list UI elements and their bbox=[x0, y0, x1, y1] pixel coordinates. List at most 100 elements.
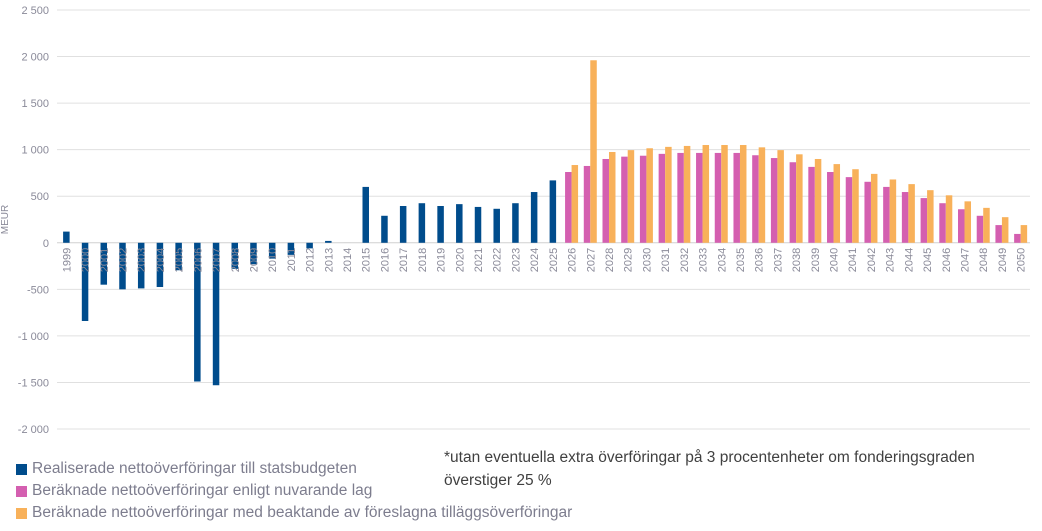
x-tick-label: 2030 bbox=[641, 248, 653, 272]
bar-proposed-2034 bbox=[721, 145, 728, 243]
y-tick-label: -1 000 bbox=[18, 331, 49, 343]
y-tick-label: 1 000 bbox=[21, 145, 49, 157]
bar-realized-2020 bbox=[456, 204, 463, 243]
bar-current-law-2048 bbox=[976, 215, 984, 243]
bar-realized-1999 bbox=[63, 231, 70, 243]
bar-current-law-2035 bbox=[733, 152, 740, 243]
x-tick-label: 2007 bbox=[211, 248, 223, 272]
bar-realized-2001 bbox=[100, 242, 108, 285]
x-tick-label: 2025 bbox=[548, 248, 560, 272]
bar-current-law-2032 bbox=[677, 152, 684, 243]
x-tick-label: 2024 bbox=[529, 248, 541, 272]
y-tick-label: 2 500 bbox=[21, 5, 49, 17]
bar-realized-2025 bbox=[549, 180, 557, 243]
bar-proposed-2046 bbox=[945, 195, 953, 243]
bar-proposed-2027 bbox=[590, 60, 597, 243]
legend-swatch-proposed bbox=[16, 507, 27, 519]
x-tick-label: 2005 bbox=[174, 248, 186, 272]
x-tick-label: 2032 bbox=[679, 248, 691, 272]
bar-realized-2007 bbox=[212, 242, 220, 386]
bar-proposed-2026 bbox=[571, 165, 579, 243]
x-tick-label: 2004 bbox=[155, 248, 167, 272]
bar-proposed-2035 bbox=[739, 145, 747, 243]
bar-proposed-2033 bbox=[702, 145, 710, 243]
bar-realized-2013 bbox=[325, 240, 332, 243]
y-tick-label: 500 bbox=[31, 191, 49, 203]
x-tick-label: 2029 bbox=[623, 248, 635, 272]
bar-current-law-2030 bbox=[639, 155, 647, 243]
x-tick-label: 2016 bbox=[379, 248, 391, 272]
x-tick-label: 2034 bbox=[716, 248, 728, 272]
bar-realized-2023 bbox=[512, 203, 519, 243]
bar-current-law-2042 bbox=[864, 181, 871, 243]
bar-current-law-2038 bbox=[789, 162, 797, 243]
footnote: *utan eventuella extra överföringar på 3… bbox=[444, 446, 1040, 492]
x-tick-label: 2047 bbox=[960, 248, 972, 272]
x-tick-label: 2008 bbox=[230, 248, 242, 272]
bar-current-law-2027 bbox=[583, 165, 591, 243]
x-tick-label: 2045 bbox=[922, 248, 934, 272]
legend-item-current-law: Beräknade nettoöverföringar enligt nuvar… bbox=[16, 480, 572, 502]
bar-realized-2008 bbox=[231, 242, 239, 269]
bar-proposed-2041 bbox=[852, 169, 859, 243]
y-tick-label: 0 bbox=[43, 238, 49, 250]
bar-proposed-2031 bbox=[665, 146, 672, 243]
bar-proposed-2039 bbox=[814, 158, 822, 243]
x-tick-label: 2035 bbox=[735, 248, 747, 272]
x-tick-label: 2014 bbox=[342, 248, 354, 272]
x-tick-label: 2012 bbox=[305, 248, 317, 272]
bar-current-law-2044 bbox=[901, 192, 909, 243]
bar-current-law-2050 bbox=[1014, 233, 1021, 243]
x-tick-label: 2027 bbox=[585, 248, 597, 272]
legend-label-current-law: Beräknade nettoöverföringar enligt nuvar… bbox=[32, 482, 373, 499]
x-tick-label: 2038 bbox=[791, 248, 803, 272]
bar-proposed-2042 bbox=[870, 173, 878, 243]
x-tick-label: 2046 bbox=[941, 248, 953, 272]
x-tick-label: 1999 bbox=[61, 248, 73, 272]
x-tick-label: 2044 bbox=[903, 248, 915, 272]
bar-current-law-2046 bbox=[939, 203, 946, 243]
bar-proposed-2038 bbox=[796, 154, 803, 243]
bar-current-law-2041 bbox=[845, 177, 853, 243]
x-tick-label: 2039 bbox=[810, 248, 822, 272]
y-tick-label: 1 500 bbox=[21, 98, 49, 110]
x-tick-label: 2013 bbox=[323, 248, 335, 272]
bar-proposed-2044 bbox=[908, 184, 915, 243]
bar-proposed-2048 bbox=[983, 207, 990, 243]
legend-item-proposed: Beräknade nettoöverföringar med beaktand… bbox=[16, 502, 572, 524]
bar-proposed-2040 bbox=[833, 164, 841, 243]
y-axis-ticks: 2 500 2 000 1 500 1 000 500 0 -500 -1 000 -1 500… bbox=[18, 5, 49, 436]
bar-current-law-2033 bbox=[696, 152, 703, 243]
bar-realized-2012 bbox=[306, 242, 313, 249]
bar-current-law-2045 bbox=[920, 198, 928, 243]
bar-current-law-2029 bbox=[621, 156, 628, 243]
x-tick-label: 2028 bbox=[604, 248, 616, 272]
bar-current-law-2049 bbox=[995, 225, 1002, 243]
x-tick-label: 2031 bbox=[660, 248, 672, 272]
bar-current-law-2040 bbox=[827, 172, 834, 243]
x-tick-label: 2037 bbox=[772, 248, 784, 272]
legend-label-proposed: Beräknade nettoöverföringar med beaktand… bbox=[32, 504, 573, 521]
bar-proposed-2045 bbox=[927, 190, 934, 243]
x-tick-label: 2050 bbox=[1016, 248, 1028, 272]
bar-realized-2010 bbox=[268, 242, 276, 259]
bar-realized-2022 bbox=[493, 208, 500, 243]
legend-swatch-realized bbox=[16, 463, 27, 475]
bar-proposed-2029 bbox=[627, 150, 635, 243]
bar-current-law-2034 bbox=[714, 152, 722, 243]
bar-proposed-2043 bbox=[889, 179, 897, 243]
x-tick-label: 2040 bbox=[829, 248, 841, 272]
footnote-line-2: överstiger 25 % bbox=[444, 472, 552, 489]
bar-realized-2002 bbox=[119, 242, 126, 290]
bar-realized-2000 bbox=[81, 242, 89, 321]
x-axis-ticks: 1999 2000 2001 2002 2003 2004 2005 2006 2007 2008… bbox=[61, 248, 1027, 272]
bar-proposed-2049 bbox=[1001, 217, 1009, 243]
x-tick-label: 2006 bbox=[192, 248, 204, 272]
x-tick-label: 2011 bbox=[286, 248, 298, 272]
bar-proposed-2030 bbox=[646, 148, 653, 243]
bar-realized-2006 bbox=[194, 242, 201, 382]
bar-current-law-2026 bbox=[565, 172, 572, 243]
x-tick-label: 2023 bbox=[510, 248, 522, 272]
x-tick-label: 2043 bbox=[885, 248, 897, 272]
